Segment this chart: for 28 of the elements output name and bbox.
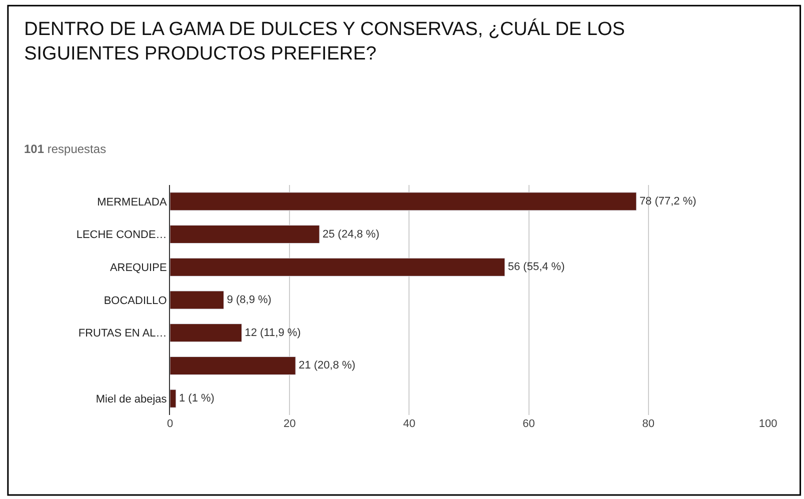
data-label: 21 (20,8 %) <box>298 360 356 372</box>
data-label: 12 (11,9 %) <box>244 326 301 339</box>
x-tick-label: 80 <box>642 418 655 430</box>
data-label: 1 (1 %) <box>178 392 214 405</box>
x-tick-label: 40 <box>403 418 416 430</box>
y-tick-label: AREQUIPE <box>110 262 167 274</box>
data-label: 25 (24,8 %) <box>322 228 380 240</box>
y-tick-label: MERMELADA <box>97 196 168 208</box>
bar <box>170 356 296 375</box>
x-tick-label: 20 <box>283 418 296 430</box>
x-tick-label: 0 <box>166 418 174 430</box>
data-label: 9 (8,9 %) <box>226 294 272 306</box>
data-label: 56 (55,4 %) <box>508 261 565 274</box>
y-tick-label: BOCADILLO <box>104 294 168 307</box>
text: 101 respuestas <box>24 142 106 156</box>
data-label: 78 (77,2 %) <box>639 195 696 208</box>
bar <box>170 290 224 310</box>
y-tick-label: LECHE CONDE… <box>76 229 167 242</box>
bar <box>170 324 242 342</box>
x-tick-label: 60 <box>522 418 535 430</box>
y-tick-label: Miel de abejas <box>96 393 168 406</box>
x-tick-label: 100 <box>758 418 778 430</box>
bar <box>170 225 320 244</box>
bar <box>170 192 637 211</box>
bar <box>170 389 176 408</box>
y-tick-label: FRUTAS EN AL… <box>78 328 167 340</box>
bar <box>170 258 506 276</box>
chart-title: DENTRO DE LA GAMA DE DULCES Y CONSERVAS, ¿CUÁL DE LOS SIGUIENTES PRODUCTOS PREFIERE? <box>24 18 625 65</box>
